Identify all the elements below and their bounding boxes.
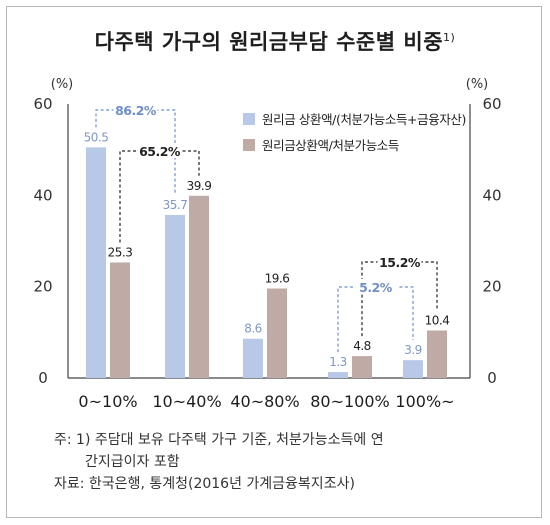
data-label-series-2: 10.4 bbox=[425, 314, 450, 328]
data-label-series-1: 35.7 bbox=[163, 198, 188, 212]
note-line-1: 주: 1) 주담대 보유 다주택 가구 기준, 처분가능소득에 연 bbox=[54, 432, 384, 448]
y-tick-right: 60 bbox=[482, 95, 501, 113]
y-tick-left: 0 bbox=[38, 369, 48, 387]
chart-title: 다주택 가구의 원리금부담 수준별 비중1) bbox=[0, 26, 550, 56]
bar-series-1-10~40% bbox=[165, 214, 185, 378]
title-footnote-marker: 1) bbox=[443, 31, 456, 44]
y-tick-left: 60 bbox=[33, 95, 52, 113]
bar-series-2-0~10% bbox=[110, 262, 130, 378]
bar-series-1-40~80% bbox=[243, 338, 263, 378]
data-label-series-1: 1.3 bbox=[329, 355, 347, 369]
annotation-label-bg bbox=[113, 102, 158, 117]
annotation-bracket bbox=[337, 286, 414, 353]
bar-series-1-0~10% bbox=[86, 147, 106, 378]
annotation-label: 86.2% bbox=[115, 103, 157, 118]
x-tick-label: 40~80% bbox=[230, 392, 299, 411]
bar-series-2-80~100% bbox=[352, 356, 372, 378]
annotation-label-bg bbox=[353, 279, 398, 294]
x-tick-label: 100%~ bbox=[395, 392, 454, 411]
data-label-series-2: 25.3 bbox=[108, 245, 133, 259]
annotation-label-bg bbox=[377, 254, 422, 269]
legend-label-series-2: 원리금상환액/처분가능소득 bbox=[262, 138, 399, 153]
y-tick-right: 20 bbox=[482, 278, 501, 296]
annotation-label: 5.2% bbox=[359, 280, 393, 295]
source-line: 자료: 한국은행, 통계청(2016년 가계금융복지조사) bbox=[54, 476, 355, 492]
bar-series-1-100%~ bbox=[403, 360, 423, 378]
y-axis-unit-right: (%) bbox=[466, 77, 489, 92]
bar-series-2-100%~ bbox=[427, 330, 447, 378]
legend-swatch-series-2 bbox=[243, 139, 255, 151]
annotation-label-bg bbox=[137, 143, 182, 158]
annotation-label: 15.2% bbox=[379, 255, 421, 270]
note-line-2: 간지급이자 포함 bbox=[85, 454, 180, 470]
annotation-label: 65.2% bbox=[139, 144, 181, 159]
legend-label-series-1: 원리금 상환액/(처분가능소득+금융자산) bbox=[262, 112, 466, 127]
data-label-series-1: 3.9 bbox=[404, 343, 422, 357]
y-tick-right: 0 bbox=[487, 369, 497, 387]
chart-title-text: 다주택 가구의 원리금부담 수준별 비중 bbox=[94, 30, 444, 54]
annotation-bracket bbox=[119, 150, 200, 243]
bar-series-1-80~100% bbox=[328, 372, 348, 378]
x-tick-label: 0~10% bbox=[78, 392, 137, 411]
data-label-series-1: 50.5 bbox=[84, 130, 109, 144]
y-tick-left: 40 bbox=[33, 186, 52, 204]
x-tick-label: 10~40% bbox=[152, 392, 221, 411]
y-axis-unit-left: (%) bbox=[51, 77, 74, 92]
y-tick-left: 20 bbox=[33, 278, 52, 296]
data-label-series-2: 19.6 bbox=[265, 271, 290, 285]
legend-swatch-series-1 bbox=[243, 113, 255, 125]
bar-series-2-40~80% bbox=[267, 288, 287, 378]
data-label-series-2: 39.9 bbox=[187, 179, 212, 193]
data-label-series-2: 4.8 bbox=[353, 339, 371, 353]
x-tick-label: 80~100% bbox=[310, 392, 390, 411]
y-tick-right: 40 bbox=[482, 186, 501, 204]
data-label-series-1: 8.6 bbox=[244, 322, 262, 336]
chart-notes: 주: 1) 주담대 보유 다주택 가구 기준, 처분가능소득에 연 간지급이자 … bbox=[54, 429, 384, 495]
bar-series-2-10~40% bbox=[189, 195, 209, 378]
